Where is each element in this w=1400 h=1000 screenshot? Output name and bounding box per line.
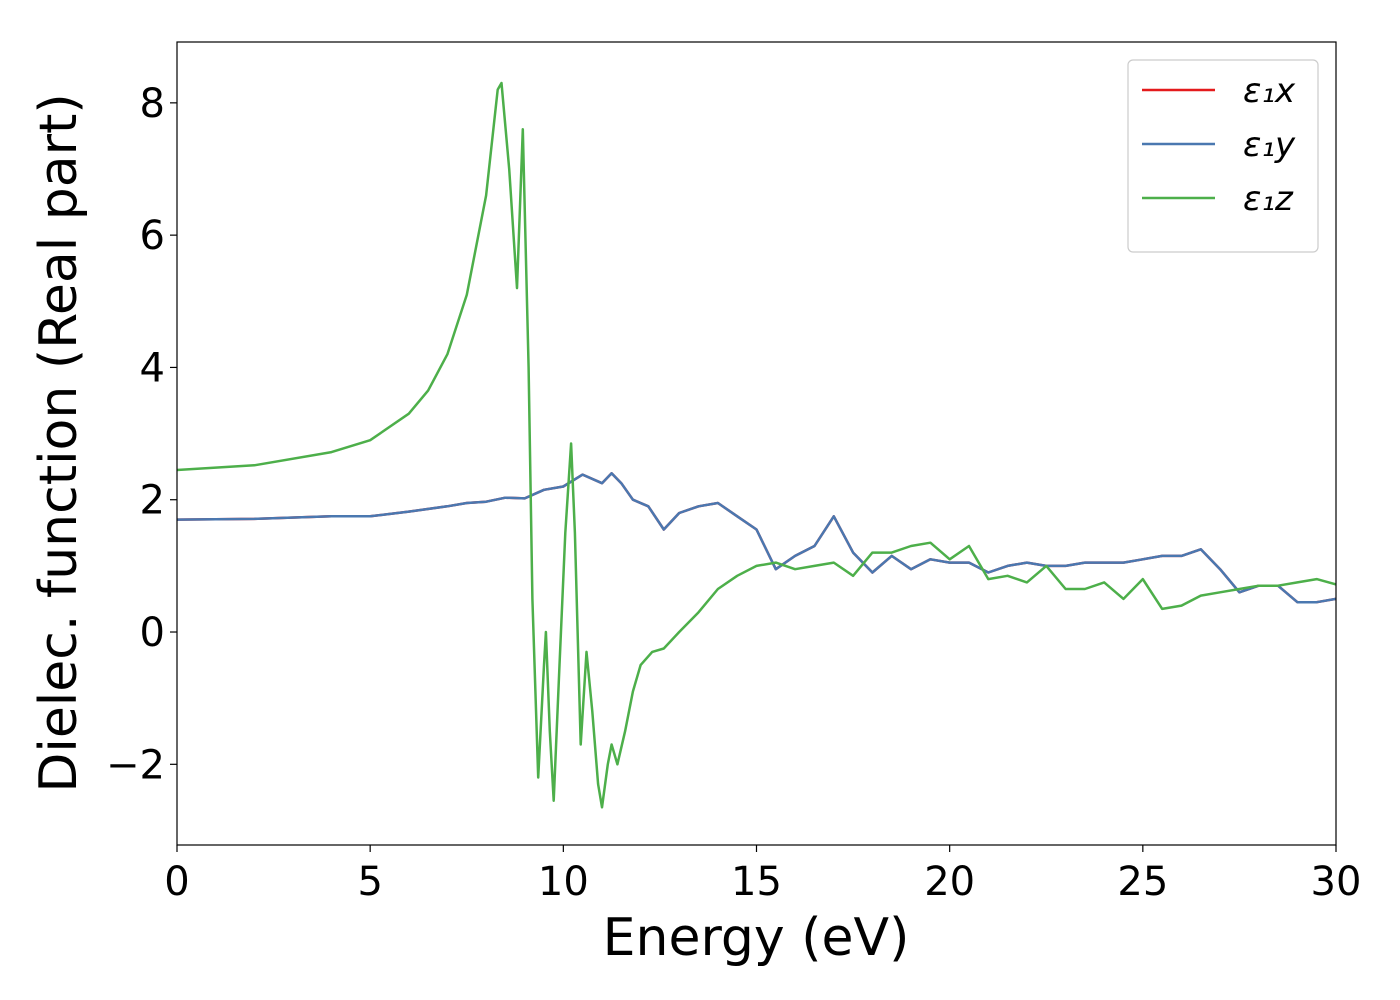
y-tick-label: 2	[140, 478, 165, 524]
legend-label: ε₁x	[1243, 71, 1296, 111]
x-tick-label: 20	[924, 859, 975, 905]
x-tick-label: 25	[1117, 859, 1168, 905]
legend-label: ε₁z	[1243, 179, 1294, 219]
y-axis-label: Dielec. function (Real part)	[29, 93, 89, 792]
plot-frame	[176, 41, 1337, 846]
plot	[177, 81, 1336, 809]
x-axis-label: Energy (eV)	[603, 908, 910, 968]
legend-label: ε₁y	[1243, 125, 1296, 165]
x-tick-label: 5	[357, 859, 382, 905]
x-tick-label: 0	[164, 859, 189, 905]
x-tick-label: 15	[731, 859, 782, 905]
series-line	[177, 472, 1336, 604]
series-line	[177, 81, 1336, 809]
y-tick-label: −2	[106, 742, 165, 788]
y-tick-label: 4	[140, 345, 165, 391]
legend-box	[1127, 59, 1319, 253]
x-tick-label: 30	[1311, 859, 1362, 905]
y-tick-label: 0	[140, 610, 165, 656]
y-tick-label: 6	[140, 213, 165, 259]
y-tick-label: 8	[140, 81, 165, 127]
x-tick-label: 10	[538, 859, 589, 905]
